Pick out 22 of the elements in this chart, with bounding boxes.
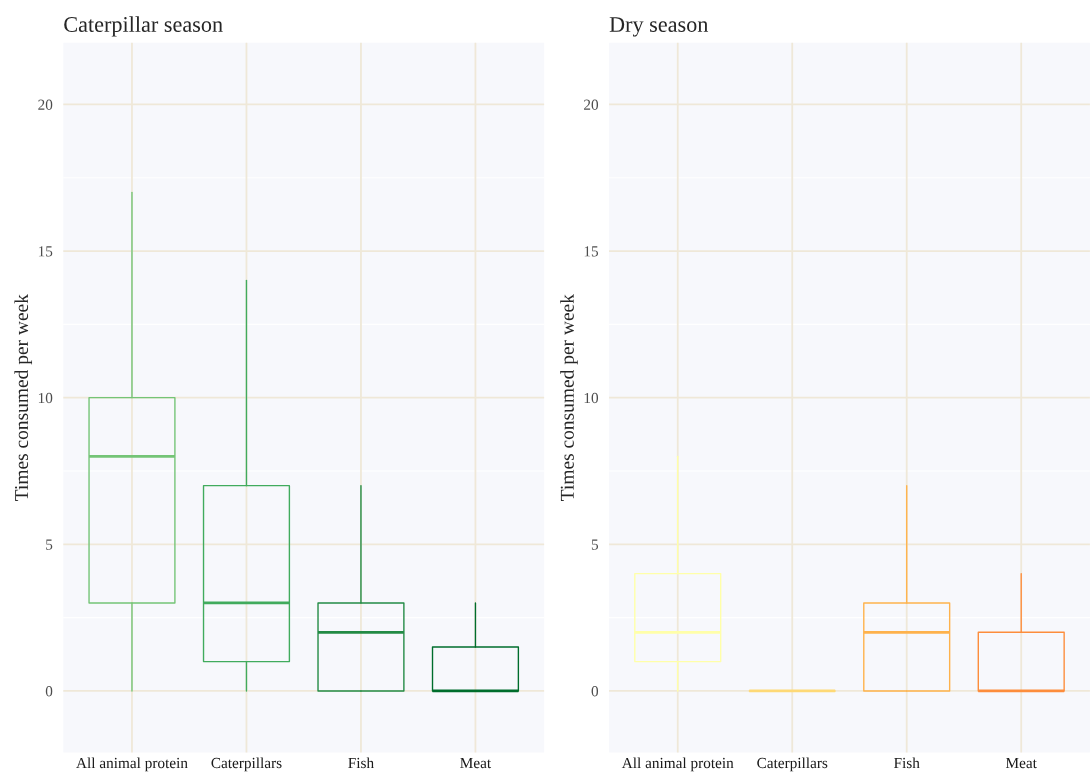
y-tick-label: 10 [38,392,53,404]
x-tick-label: Fish [348,757,374,769]
x-tick-label: Meat [460,757,492,769]
y-tick-label: 0 [45,686,53,697]
x-tick-label: Meat [1005,757,1037,769]
y-tick-label: 20 [584,99,599,110]
y-tick-label: 10 [584,392,599,404]
y-tick-label: 0 [591,686,599,697]
x-tick-label: Caterpillars [757,757,828,772]
y-tick-label: 15 [584,246,599,257]
y-axis-title: Times consumed per week [14,294,33,501]
y-tick-label: 20 [38,99,53,110]
x-tick-label: All animal protein [621,757,734,772]
chart-title: Caterpillar season [64,16,223,37]
chart-title: Dry season [609,17,709,37]
y-tick-label: 5 [591,539,599,550]
y-tick-label: 5 [46,539,53,550]
x-tick-label: Fish [894,757,920,769]
y-tick-label: 15 [38,246,53,257]
x-tick-label: Caterpillars [211,757,282,772]
y-axis-title: Times consumed per week [560,294,578,501]
x-tick-label: All animal protein [76,757,188,772]
